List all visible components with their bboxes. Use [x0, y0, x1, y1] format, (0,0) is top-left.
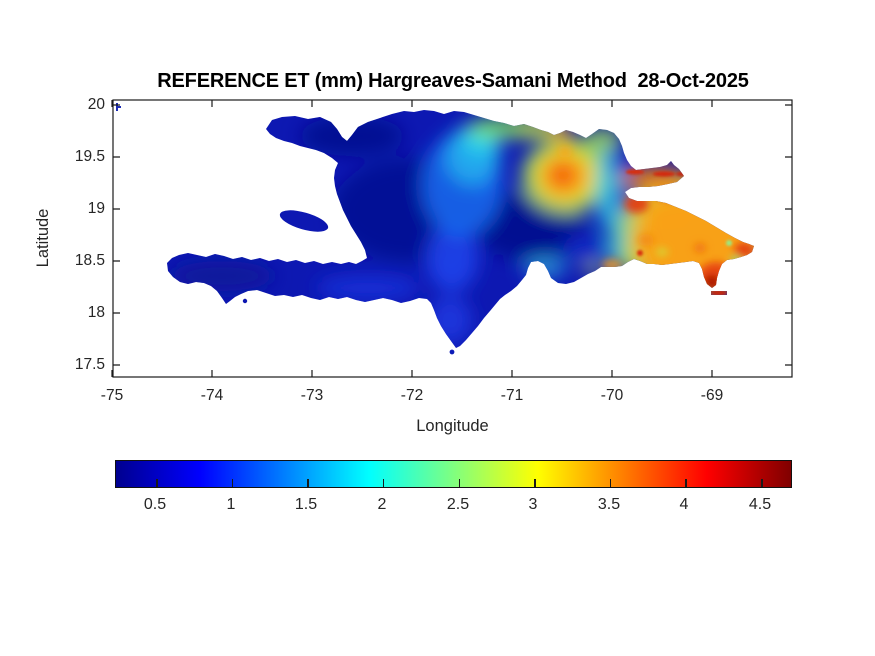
x-tick-label: -75	[100, 387, 124, 404]
colorbar-tick-mark	[382, 479, 385, 487]
colorbar-tick-label: 4	[679, 496, 689, 513]
x-tick-label: -74	[200, 387, 224, 404]
colorbar-tick-label: 0.5	[143, 496, 167, 513]
axes-box	[112, 99, 793, 378]
colorbar-tick-label: 2	[377, 496, 387, 513]
x-tick-label: -70	[600, 387, 624, 404]
hispaniola-et-field	[167, 110, 754, 355]
y-tick-label: 17.5	[74, 356, 105, 373]
x-axis-label: Longitude	[416, 417, 489, 435]
colorbar-tick-label: 3.5	[597, 496, 621, 513]
colorbar-tick-label: 1	[226, 496, 236, 513]
colorbar-tick-mark	[458, 479, 460, 487]
colorbar-tick-mark	[307, 479, 309, 487]
colorbar-tick-mark	[231, 479, 234, 487]
corner-speck	[116, 103, 121, 111]
y-tick-label: 20	[87, 96, 105, 113]
colorbar-tick-mark	[609, 479, 612, 487]
y-tick-label: 18.5	[74, 252, 105, 269]
y-tick-label: 19.5	[74, 148, 105, 165]
colorbar-tick-mark	[761, 479, 763, 487]
x-tick-label: -71	[500, 387, 524, 404]
colorbar-tick-mark	[534, 479, 536, 487]
y-tick-label: 18	[87, 304, 105, 321]
colorbar	[115, 460, 792, 488]
axes-tick-marks	[111, 100, 792, 377]
x-tick-label: -69	[700, 387, 724, 404]
x-tick-label: -72	[400, 387, 424, 404]
colorbar-tick-label: 4.5	[748, 496, 772, 513]
x-tick-label: -73	[300, 387, 324, 404]
colorbar-tick-label: 3	[528, 496, 538, 513]
y-tick-label: 19	[87, 200, 105, 217]
colorbar-tick-mark	[156, 479, 158, 487]
colorbar-tick-label: 2.5	[446, 496, 470, 513]
colorbar-tick-mark	[685, 479, 687, 487]
plot-title: REFERENCE ET (mm) Hargreaves-Samani Meth…	[157, 70, 749, 92]
colorbar-tick-label: 1.5	[294, 496, 318, 513]
